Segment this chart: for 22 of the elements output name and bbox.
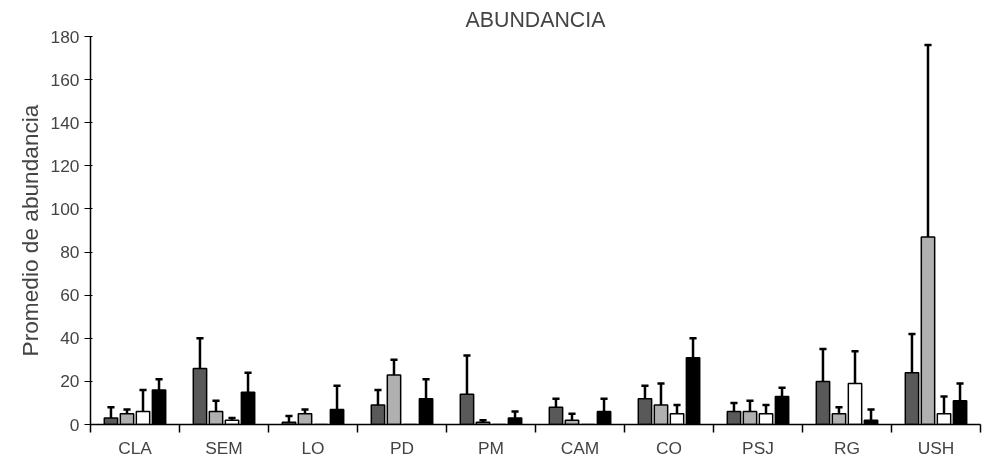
x-tick-label: PD xyxy=(389,437,415,458)
y-tick-label: 60 xyxy=(60,285,80,306)
x-tick-label: USH xyxy=(917,437,955,458)
y-tick-label: 0 xyxy=(69,414,80,435)
x-tick-label: SEM xyxy=(205,437,243,458)
y-tick-label: 40 xyxy=(60,328,80,349)
y-tick-label: 80 xyxy=(60,242,80,263)
x-tick-label: PM xyxy=(478,437,504,458)
x-tick-label: CO xyxy=(656,437,682,458)
x-tick-label: CAM xyxy=(560,437,600,458)
y-axis-title: Promedio de abundancia xyxy=(16,104,43,357)
x-tick-label: PSJ xyxy=(742,437,774,458)
y-tick-label: 20 xyxy=(60,371,80,392)
y-tick-label: 180 xyxy=(50,26,80,47)
x-tick-label: CLA xyxy=(118,437,153,458)
y-tick-label: 140 xyxy=(50,112,80,133)
y-tick-label: 100 xyxy=(50,198,80,219)
chart-title: ABUNDANCIA xyxy=(465,7,607,32)
y-tick-label: 160 xyxy=(50,69,80,90)
x-tick-label: LO xyxy=(301,437,325,458)
x-tick-label: RG xyxy=(834,437,860,458)
y-tick-label: 120 xyxy=(50,155,80,176)
